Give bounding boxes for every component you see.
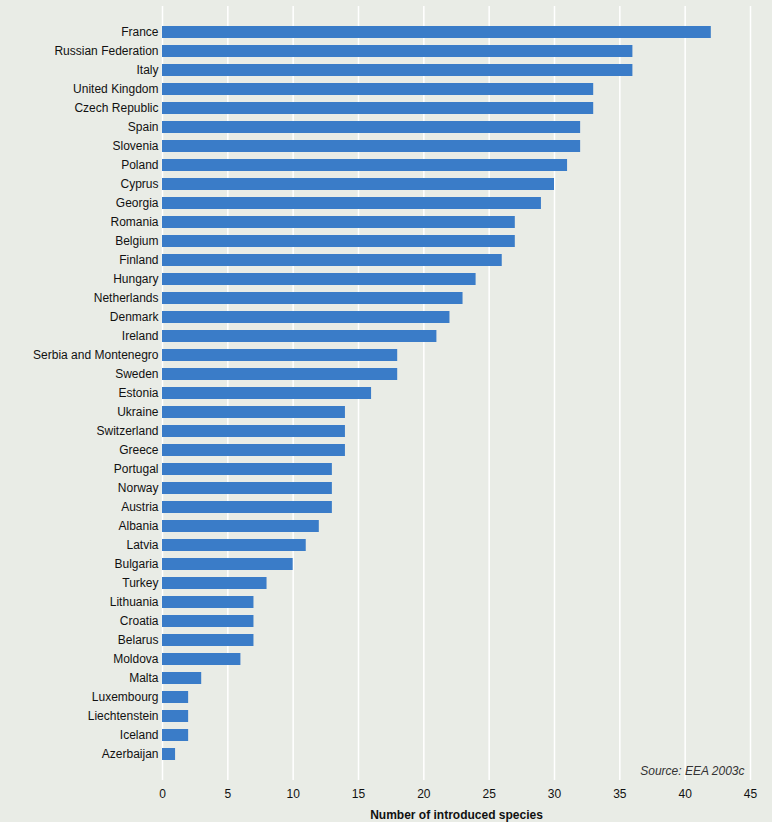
svg-text:Malta: Malta bbox=[129, 671, 159, 685]
svg-text:Bulgaria: Bulgaria bbox=[114, 557, 158, 571]
svg-text:45: 45 bbox=[744, 787, 758, 801]
svg-text:Italy: Italy bbox=[136, 63, 158, 77]
svg-text:Czech Republic: Czech Republic bbox=[74, 101, 158, 115]
svg-text:Ukraine: Ukraine bbox=[117, 405, 159, 419]
svg-text:Luxembourg: Luxembourg bbox=[92, 690, 159, 704]
svg-text:Austria: Austria bbox=[121, 500, 159, 514]
svg-text:Slovenia: Slovenia bbox=[112, 139, 158, 153]
svg-text:Belarus: Belarus bbox=[118, 633, 159, 647]
svg-text:Iceland: Iceland bbox=[120, 728, 159, 742]
svg-text:Albania: Albania bbox=[118, 519, 158, 533]
svg-text:Russian Federation: Russian Federation bbox=[54, 44, 158, 58]
svg-text:Azerbaijan: Azerbaijan bbox=[102, 747, 159, 761]
svg-text:Number of introduced species: Number of introduced species bbox=[370, 808, 543, 822]
svg-text:40: 40 bbox=[678, 787, 692, 801]
svg-text:Georgia: Georgia bbox=[116, 196, 159, 210]
svg-text:35: 35 bbox=[613, 787, 627, 801]
svg-text:Source: EEA 2003c: Source: EEA 2003c bbox=[640, 764, 744, 778]
svg-text:Romania: Romania bbox=[110, 215, 158, 229]
svg-text:30: 30 bbox=[548, 787, 562, 801]
svg-text:Netherlands: Netherlands bbox=[94, 291, 159, 305]
svg-text:15: 15 bbox=[352, 787, 366, 801]
svg-text:Ireland: Ireland bbox=[122, 329, 159, 343]
svg-text:Portugal: Portugal bbox=[114, 462, 159, 476]
svg-text:United Kingdom: United Kingdom bbox=[73, 82, 158, 96]
svg-text:Moldova: Moldova bbox=[113, 652, 159, 666]
svg-text:Croatia: Croatia bbox=[120, 614, 159, 628]
svg-text:Switzerland: Switzerland bbox=[96, 424, 158, 438]
svg-text:Cyprus: Cyprus bbox=[120, 177, 158, 191]
svg-text:Finland: Finland bbox=[119, 253, 158, 267]
svg-text:Poland: Poland bbox=[121, 158, 158, 172]
svg-text:5: 5 bbox=[224, 787, 231, 801]
svg-text:Belgium: Belgium bbox=[115, 234, 158, 248]
svg-text:France: France bbox=[121, 25, 159, 39]
svg-text:Estonia: Estonia bbox=[118, 386, 158, 400]
svg-text:Norway: Norway bbox=[118, 481, 159, 495]
svg-text:25: 25 bbox=[482, 787, 496, 801]
svg-text:Turkey: Turkey bbox=[122, 576, 158, 590]
svg-text:20: 20 bbox=[417, 787, 431, 801]
svg-text:Denmark: Denmark bbox=[110, 310, 160, 324]
svg-text:Serbia and Montenegro: Serbia and Montenegro bbox=[33, 348, 159, 362]
svg-text:Greece: Greece bbox=[119, 443, 159, 457]
svg-text:Liechtenstein: Liechtenstein bbox=[88, 709, 159, 723]
svg-text:0: 0 bbox=[159, 787, 166, 801]
svg-text:Spain: Spain bbox=[128, 120, 159, 134]
svg-text:Lithuania: Lithuania bbox=[110, 595, 159, 609]
svg-text:10: 10 bbox=[286, 787, 300, 801]
svg-text:Latvia: Latvia bbox=[126, 538, 158, 552]
svg-text:Sweden: Sweden bbox=[115, 367, 158, 381]
svg-text:Hungary: Hungary bbox=[113, 272, 158, 286]
